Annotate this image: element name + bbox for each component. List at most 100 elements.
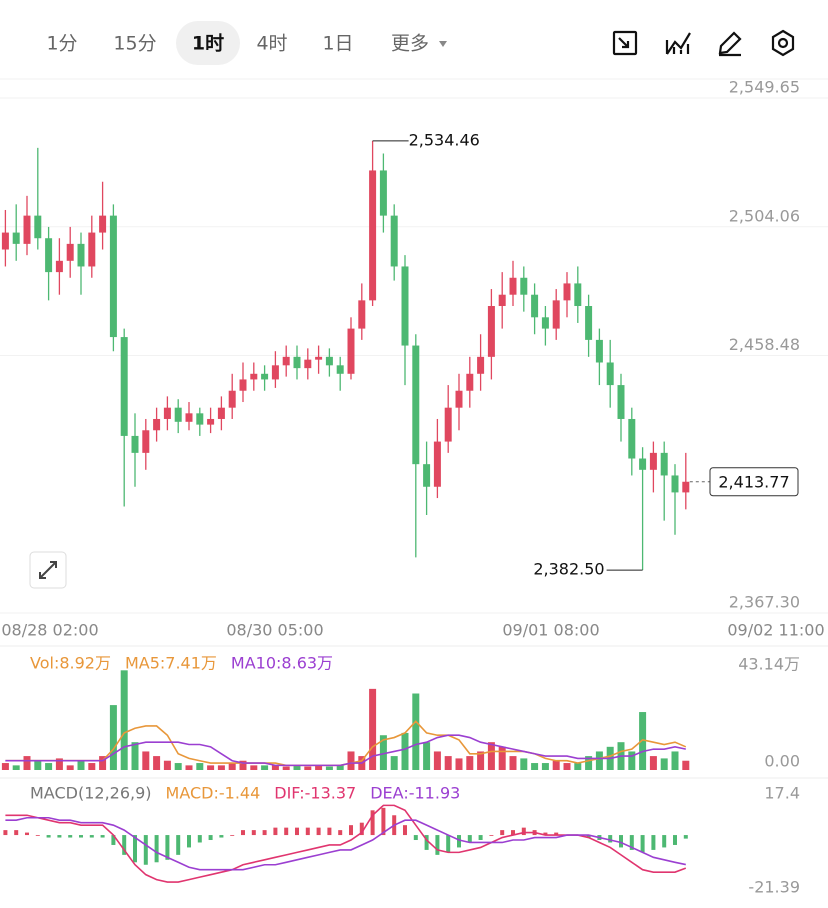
- y-tick-label: 2,549.65: [729, 78, 800, 97]
- candle-body: [131, 435, 139, 453]
- volume-bar: [99, 756, 107, 770]
- volume-bar: [552, 760, 560, 770]
- y-tick-label: 2,458.48: [729, 335, 800, 354]
- candle-body: [649, 452, 657, 470]
- tab[interactable]: 15分: [113, 33, 156, 55]
- candle-body: [455, 390, 463, 408]
- macd-bar: [435, 835, 440, 855]
- macd-bar: [197, 835, 202, 843]
- icon-settings[interactable]: [771, 29, 795, 57]
- candle-body: [498, 294, 506, 307]
- volume-bar: [315, 765, 323, 770]
- x-tick-label: 09/01 08:00: [502, 621, 599, 640]
- candle-body: [682, 481, 690, 493]
- volume-bar: [325, 766, 333, 770]
- indicator-line: [5, 816, 686, 871]
- macd-bar: [446, 835, 451, 853]
- tab[interactable]: 4时: [256, 33, 287, 55]
- indicator-line: [5, 804, 687, 883]
- icon-layout[interactable]: [612, 30, 638, 56]
- macd-bar: [651, 835, 656, 850]
- volume-bar: [185, 765, 193, 770]
- y-tick-label: 2,504.06: [729, 206, 800, 225]
- macd-bar: [500, 830, 505, 836]
- macd-bar: [521, 827, 526, 836]
- macd-bar: [89, 835, 94, 838]
- legend-label: DIF:-13.37: [274, 784, 356, 803]
- plot: [1, 140, 690, 883]
- macd-bar: [511, 830, 515, 836]
- volume-bar: [66, 765, 74, 770]
- volume-bar: [498, 746, 506, 770]
- y-tick-label: 17.4: [764, 784, 800, 803]
- candle-body: [401, 266, 409, 346]
- macd-bar: [370, 810, 375, 836]
- macd-bar: [230, 835, 235, 836]
- expand-button[interactable]: [29, 551, 67, 589]
- macd-bar: [241, 830, 245, 836]
- candle-body: [228, 390, 236, 408]
- candle-body: [541, 317, 549, 329]
- candle-body: [595, 339, 603, 363]
- indicator-line: [5, 734, 686, 767]
- tab[interactable]: 1分: [46, 33, 77, 55]
- volume-bar: [401, 732, 409, 770]
- candle-body: [66, 243, 74, 261]
- candle-body: [174, 407, 182, 422]
- macd-bar: [57, 835, 62, 838]
- volume-bar: [595, 751, 603, 770]
- volume-bar: [466, 756, 474, 770]
- tab[interactable]: 更多: [391, 33, 429, 55]
- volume-bar: [531, 763, 539, 770]
- volume-bar: [477, 751, 485, 770]
- x-tick-label: 08/30 05:00: [226, 621, 323, 640]
- volume-bar: [423, 742, 431, 770]
- y-tick-label: 2,367.30: [729, 593, 800, 612]
- tab-highlight: [176, 21, 240, 65]
- candle-body: [336, 365, 344, 374]
- candle-body: [639, 458, 647, 470]
- candle-body: [477, 356, 485, 374]
- tab[interactable]: 1时: [192, 33, 224, 55]
- tab[interactable]: 1日: [322, 33, 353, 55]
- macd-bar: [554, 832, 559, 836]
- macd-bar: [187, 835, 191, 848]
- legend-label: MACD(12,26,9): [30, 784, 152, 803]
- macd-bar: [176, 835, 181, 855]
- macd-bar: [154, 835, 159, 863]
- candle-body: [153, 418, 161, 431]
- volume-bar: [55, 758, 63, 770]
- macd-bar: [143, 835, 148, 865]
- macd-bar: [327, 827, 332, 836]
- candle-body: [509, 277, 517, 295]
- volume-bar: [574, 763, 582, 770]
- volume-bar: [239, 760, 247, 770]
- candle-body: [531, 294, 539, 318]
- annotation-label: 2,382.50: [533, 560, 604, 579]
- icon-draw[interactable]: [718, 31, 742, 57]
- candle-body: [423, 464, 431, 487]
- candle-body: [466, 373, 474, 391]
- candle-body: [99, 215, 107, 233]
- volume-bar: [347, 751, 355, 770]
- candle-body: [563, 283, 571, 301]
- y-tick-label: -21.39: [748, 878, 800, 897]
- volume-bar: [261, 765, 269, 770]
- candle-body: [628, 418, 636, 459]
- macd-bar: [673, 835, 677, 845]
- volume-bar: [433, 751, 441, 770]
- legend-label: MA5:7.41万: [125, 654, 217, 673]
- macd-bar: [349, 825, 353, 836]
- icon-indicator[interactable]: [665, 32, 691, 55]
- macd-bar: [489, 835, 494, 836]
- volume-bar: [563, 763, 571, 770]
- volume-bar: [34, 760, 42, 770]
- candle-body: [574, 283, 582, 307]
- volume-bar: [282, 766, 290, 770]
- macd-bar: [35, 835, 40, 836]
- candle-body: [185, 413, 193, 422]
- volume-bar: [45, 763, 53, 770]
- macd-bar: [683, 835, 688, 839]
- candle-body: [660, 452, 668, 476]
- candle-body: [412, 345, 420, 465]
